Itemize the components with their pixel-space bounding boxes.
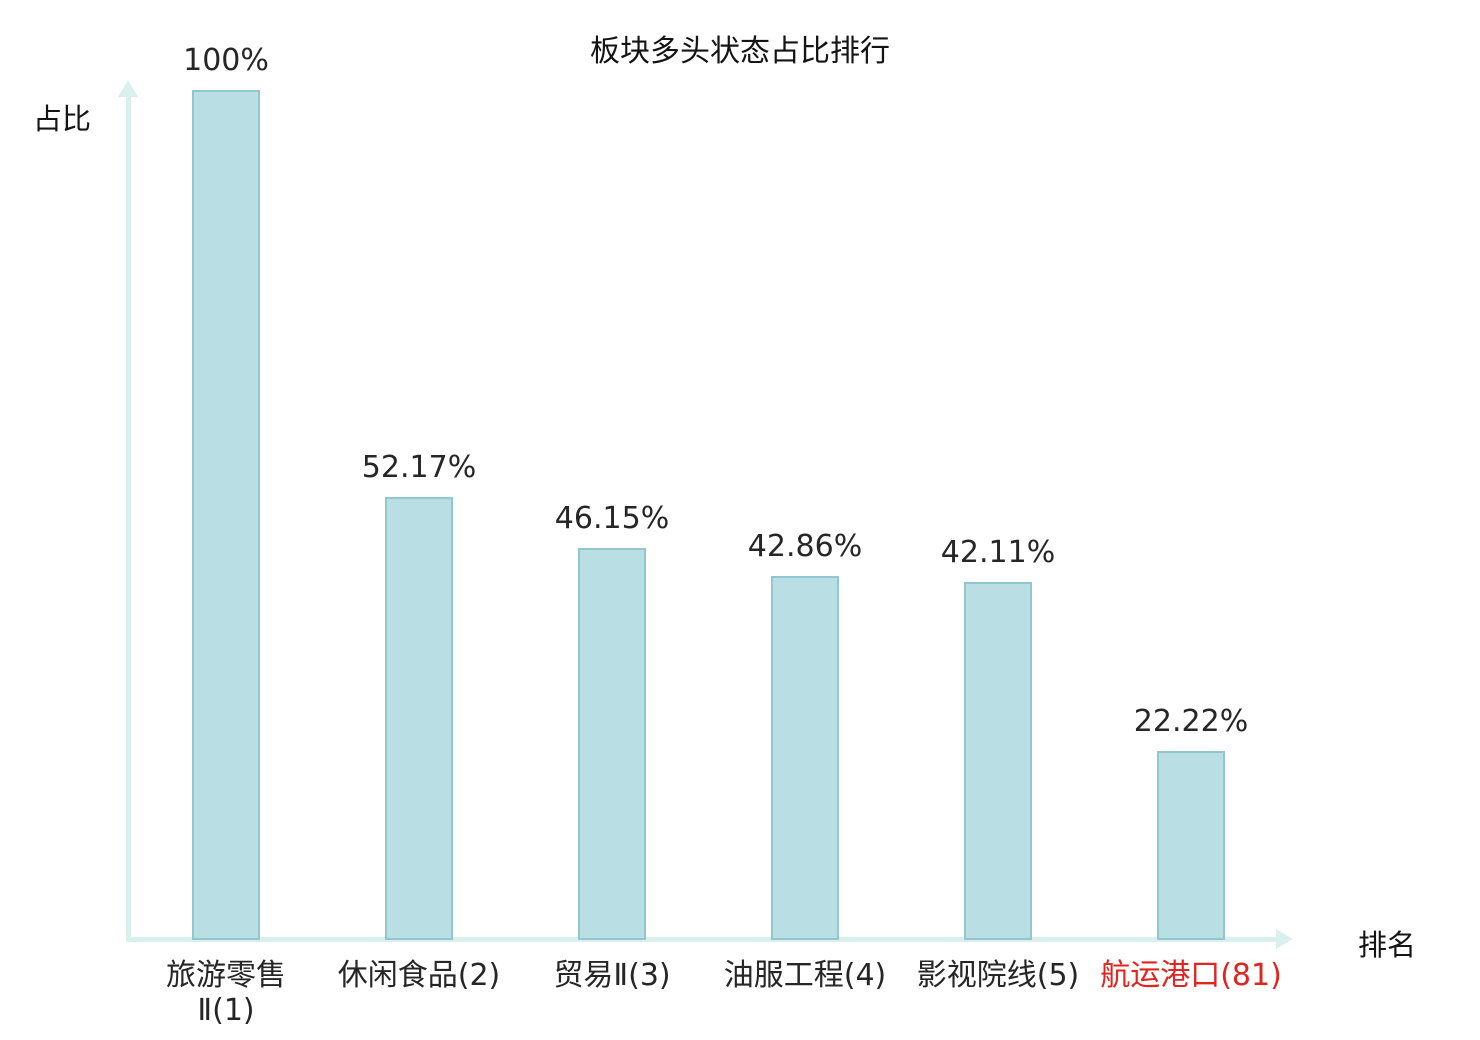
x-axis-label: 排名: [1358, 928, 1417, 962]
y-axis-label: 占比: [33, 102, 92, 136]
bar-category-label: 航运港口(81): [1100, 958, 1282, 993]
bar-value-label: 22.22%: [1133, 704, 1249, 739]
bar-1: [192, 90, 260, 940]
bar-category-label: 影视院线(5): [916, 958, 1080, 993]
bar-value-label: 42.86%: [747, 529, 863, 564]
bar-value-label: 42.11%: [940, 535, 1056, 570]
bar-category-label: 旅游零售 Ⅱ(1): [166, 958, 286, 1029]
chart-title: 板块多头状态占比排行: [590, 34, 890, 69]
bar-category-label: 油服工程(4): [723, 958, 887, 993]
bar-category-label: 休闲食品(2): [337, 958, 501, 993]
x-axis-line: [126, 937, 1278, 942]
bar-6: [1157, 751, 1225, 940]
bar-2: [385, 497, 453, 940]
bar-3: [578, 548, 646, 940]
bar-5: [964, 582, 1032, 940]
bar-category-label: 贸易Ⅱ(3): [553, 958, 671, 993]
bar-value-label: 100%: [183, 43, 269, 78]
bar-4: [771, 576, 839, 940]
y-axis-arrow-icon: [118, 80, 138, 97]
bar-value-label: 46.15%: [554, 501, 670, 536]
y-axis-line: [126, 96, 131, 942]
x-axis-arrow-icon: [1276, 929, 1293, 949]
bar-value-label: 52.17%: [361, 450, 477, 485]
